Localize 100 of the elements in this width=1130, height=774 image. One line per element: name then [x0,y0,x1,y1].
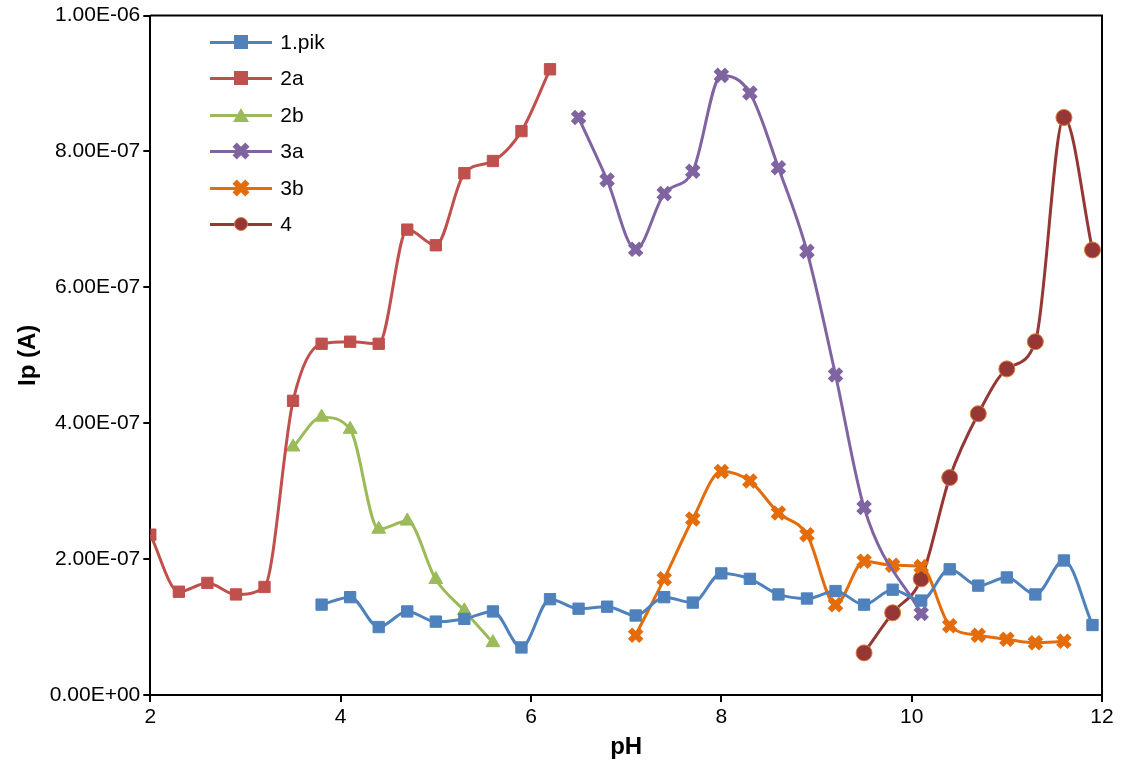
x-tick-label: 8 [715,704,728,728]
x-tick-label: 6 [525,704,537,728]
point [855,498,873,517]
point [800,592,814,605]
point [772,588,785,601]
point [915,594,928,607]
point [712,66,730,85]
point [972,579,985,592]
point [627,626,645,644]
point [826,595,845,614]
point [712,462,730,481]
point [401,223,414,236]
point [1086,618,1099,632]
point [1000,571,1013,584]
point [172,585,186,598]
point [429,615,442,628]
point [486,605,500,618]
point [401,605,414,618]
point [912,604,930,623]
point [399,512,415,526]
point [684,510,702,528]
point [286,394,300,407]
legend-label: 3a [280,139,304,164]
point [998,360,1016,378]
y-tick-label: 1.00E-06 [55,2,141,26]
point [798,526,816,544]
point [515,641,528,654]
point [372,337,385,350]
x-tick-label: 12 [1090,704,1114,728]
point [741,84,759,102]
point [285,438,301,452]
y-tick-label: 4.00E-07 [55,410,141,434]
legend-label: 2a [280,66,304,91]
point [201,576,214,590]
point [741,472,759,490]
y-tick-label: 0.00E+00 [49,681,141,705]
point [344,335,357,348]
point [458,167,471,180]
point [429,239,442,252]
point [969,626,987,644]
point [857,598,871,611]
point [1055,109,1073,127]
x-tick-label: 10 [899,704,924,728]
point [743,572,757,585]
point [798,242,816,261]
point [485,634,501,648]
point [886,583,899,596]
point [372,620,385,634]
point [715,567,728,580]
point [686,596,699,609]
point [315,598,328,611]
point [569,108,588,127]
x-tick-label: 4 [334,704,347,728]
point [829,584,842,598]
point [1055,632,1073,650]
point [315,337,328,350]
point [855,552,873,570]
y-tick-label: 2.00E-07 [55,545,141,569]
legend-label: 3b [280,175,304,200]
y-tick-label: 6.00E-07 [55,274,141,298]
legend-label: 4 [280,212,292,237]
point [769,159,788,177]
point [826,366,845,384]
point [998,630,1016,648]
x-tick-label: 2 [144,704,157,728]
point [884,604,902,622]
point [258,580,271,594]
y-tick-label: 8.00E-07 [55,138,141,162]
legend-label: 1.pik [280,29,325,54]
point [658,591,671,604]
point [428,571,444,584]
point [1026,634,1045,652]
point [855,644,873,662]
point [1029,588,1042,601]
x-axis-title: pH [610,732,643,760]
point [486,154,500,168]
point [769,504,788,522]
point [572,602,585,615]
point [515,124,528,138]
point [1026,333,1044,351]
point [344,591,357,604]
point [627,240,645,258]
point [543,593,557,606]
point [229,588,243,601]
point [1083,241,1101,259]
point [655,184,673,203]
point [458,612,471,626]
point [598,171,616,189]
legend-label: 2b [280,102,304,127]
y-axis-title: Ip (A) [13,324,41,386]
point [1057,554,1071,567]
point [600,600,614,613]
point [941,469,959,487]
point [943,563,956,576]
point [912,557,930,576]
point [941,617,959,635]
point [969,405,987,423]
point [684,162,702,180]
point [543,63,557,76]
point [629,609,642,622]
